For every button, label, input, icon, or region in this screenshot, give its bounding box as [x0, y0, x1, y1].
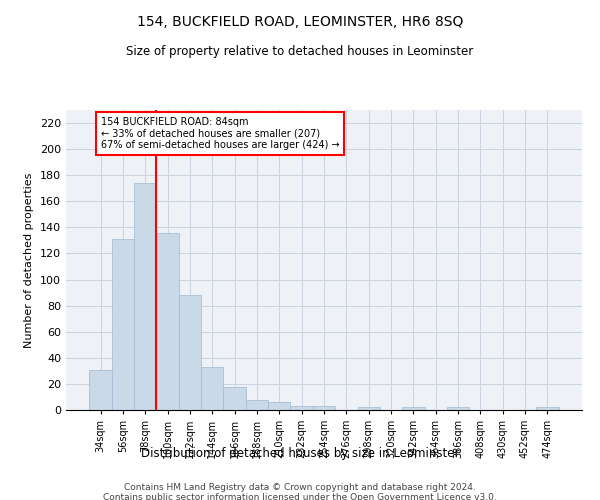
Bar: [89, 370, 112, 410]
Bar: [157, 232, 179, 410]
Bar: [358, 408, 380, 410]
Text: 154 BUCKFIELD ROAD: 84sqm
← 33% of detached houses are smaller (207)
67% of semi: 154 BUCKFIELD ROAD: 84sqm ← 33% of detac…: [101, 116, 339, 150]
Bar: [402, 408, 425, 410]
Text: Size of property relative to detached houses in Leominster: Size of property relative to detached ho…: [127, 45, 473, 58]
Bar: [134, 183, 157, 410]
Bar: [447, 408, 469, 410]
Bar: [536, 408, 559, 410]
Bar: [268, 402, 290, 410]
Bar: [112, 239, 134, 410]
Bar: [223, 386, 246, 410]
Bar: [179, 295, 201, 410]
Bar: [290, 406, 313, 410]
Text: Distribution of detached houses by size in Leominster: Distribution of detached houses by size …: [141, 448, 459, 460]
Bar: [313, 406, 335, 410]
Bar: [201, 367, 223, 410]
Y-axis label: Number of detached properties: Number of detached properties: [25, 172, 34, 348]
Text: Contains public sector information licensed under the Open Government Licence v3: Contains public sector information licen…: [103, 492, 497, 500]
Bar: [246, 400, 268, 410]
Text: 154, BUCKFIELD ROAD, LEOMINSTER, HR6 8SQ: 154, BUCKFIELD ROAD, LEOMINSTER, HR6 8SQ: [137, 15, 463, 29]
Text: Contains HM Land Registry data © Crown copyright and database right 2024.: Contains HM Land Registry data © Crown c…: [124, 482, 476, 492]
